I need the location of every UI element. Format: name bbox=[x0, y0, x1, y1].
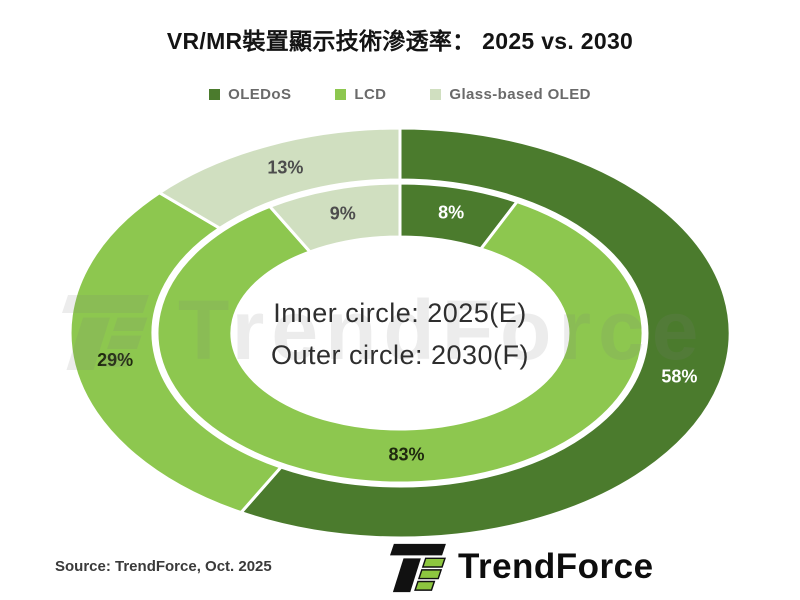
outer-segment-lcd bbox=[68, 191, 283, 515]
outer-segment-label: 13% bbox=[267, 157, 303, 177]
outer-segment-glass-based-oled bbox=[157, 126, 402, 230]
inner-segment-label: 9% bbox=[330, 204, 356, 224]
legend: OLEDoS LCD Glass-based OLED bbox=[0, 86, 800, 103]
inner-segment-label: 83% bbox=[388, 445, 424, 465]
trendforce-logo-icon bbox=[390, 543, 446, 593]
trendforce-logo-text: TrendForce bbox=[458, 547, 654, 586]
source-note: Source: TrendForce, Oct. 2025 bbox=[55, 558, 272, 575]
chart-title: VR/MR裝置顯示技術滲透率： 2025 vs. 2030 bbox=[166, 28, 634, 54]
inner-segment-label: 8% bbox=[438, 203, 464, 223]
outer-segment-label: 29% bbox=[97, 350, 133, 370]
legend-item-glass-oled: Glass-based OLED bbox=[430, 86, 590, 103]
legend-swatch-oledos bbox=[209, 89, 221, 100]
legend-label-lcd: LCD bbox=[354, 86, 387, 103]
outer-segment-oledos bbox=[239, 126, 732, 540]
legend-item-lcd: LCD bbox=[335, 86, 386, 103]
center-annotation-line2: Outer circle: 2030(F) bbox=[270, 340, 530, 370]
center-annotation-line1: Inner circle: 2025(E) bbox=[273, 298, 527, 328]
trendforce-logo: TrendForce bbox=[386, 540, 654, 594]
outer-segment-label: 58% bbox=[661, 366, 697, 386]
legend-swatch-glass-oled bbox=[430, 89, 442, 100]
legend-label-glass-oled: Glass-based OLED bbox=[449, 86, 591, 103]
inner-segment-glass-based-oled bbox=[268, 181, 402, 254]
legend-swatch-lcd bbox=[335, 89, 347, 100]
legend-item-oledos: OLEDoS bbox=[209, 86, 291, 103]
inner-segment-lcd bbox=[155, 200, 645, 485]
legend-label-oledos: OLEDoS bbox=[228, 86, 292, 103]
center-annotation: Inner circle: 2025(E) Outer circle: 2030… bbox=[200, 292, 600, 376]
